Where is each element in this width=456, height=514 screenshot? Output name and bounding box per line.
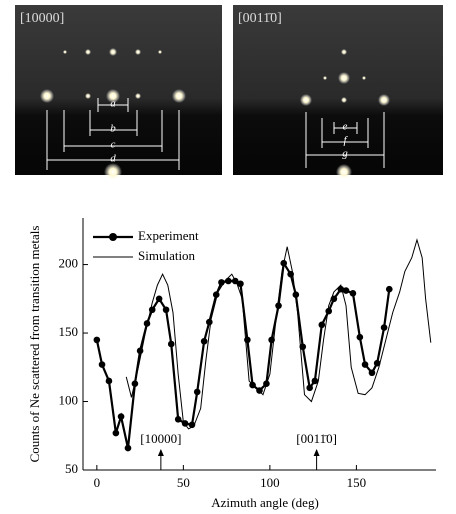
- data-point: [361, 361, 369, 368]
- data-point: [162, 306, 170, 314]
- x-axis-label: Azimuth angle (deg): [211, 495, 319, 510]
- data-point: [385, 285, 393, 293]
- marker-label: b: [110, 123, 116, 135]
- annotation: [10000]: [140, 431, 181, 446]
- image-label: [10000]: [20, 11, 64, 26]
- data-point: [349, 290, 357, 297]
- legend-label: Simulation: [138, 248, 196, 263]
- data-point: [380, 324, 388, 331]
- diffraction-image-left: [10000] a b c d: [15, 5, 222, 181]
- data-point: [325, 307, 333, 315]
- y-tick-label: 150: [59, 324, 79, 339]
- data-point: [112, 429, 120, 437]
- x-tick-label: 150: [347, 475, 367, 490]
- annotation-arrowhead: [313, 449, 320, 456]
- marker-label: d: [110, 153, 116, 165]
- data-point: [275, 302, 282, 309]
- chart: Azimuth angle (deg) Counts of Ne scatter…: [27, 218, 436, 510]
- marker-label: a: [110, 98, 116, 110]
- data-point: [193, 388, 201, 396]
- data-point: [299, 343, 307, 351]
- data-point: [225, 277, 232, 285]
- data-point: [167, 340, 175, 348]
- data-point: [292, 291, 300, 298]
- y-axis-label: Counts of Ne scattered from transition m…: [27, 226, 42, 463]
- data-point: [174, 416, 182, 423]
- data-point: [368, 369, 376, 377]
- data-point: [356, 333, 364, 341]
- marker-label: e: [343, 121, 348, 133]
- legend-marker: [109, 233, 117, 241]
- data-point: [117, 413, 125, 420]
- diffraction-image-right: [0011̄0] e f g: [233, 5, 443, 180]
- data-point: [237, 280, 244, 288]
- data-point: [105, 377, 113, 385]
- y-tick-label: 200: [59, 256, 79, 271]
- x-tick-label: 0: [94, 475, 101, 490]
- data-point: [206, 318, 213, 326]
- data-point: [342, 287, 350, 294]
- data-point: [318, 321, 326, 329]
- data-point: [306, 384, 313, 392]
- data-point: [124, 444, 132, 452]
- data-point: [200, 337, 208, 345]
- y-tick-label: 100: [59, 393, 79, 408]
- data-point: [373, 359, 381, 367]
- y-tick-label: 50: [65, 461, 78, 476]
- series-line: [125, 238, 432, 430]
- marker-label: f: [343, 135, 348, 147]
- annotation: [0011̄0]: [296, 431, 337, 446]
- data-point: [155, 295, 163, 303]
- marker-label: g: [342, 148, 348, 160]
- annotation-arrowhead: [157, 449, 164, 456]
- marker-label: c: [111, 139, 116, 151]
- x-tick-label: 50: [177, 475, 190, 490]
- data-point: [93, 336, 101, 344]
- x-tick-label: 100: [260, 475, 280, 490]
- data-point: [98, 361, 106, 368]
- data-point: [311, 377, 319, 385]
- image-label: [0011̄0]: [238, 11, 282, 26]
- legend-label: Experiment: [138, 228, 199, 243]
